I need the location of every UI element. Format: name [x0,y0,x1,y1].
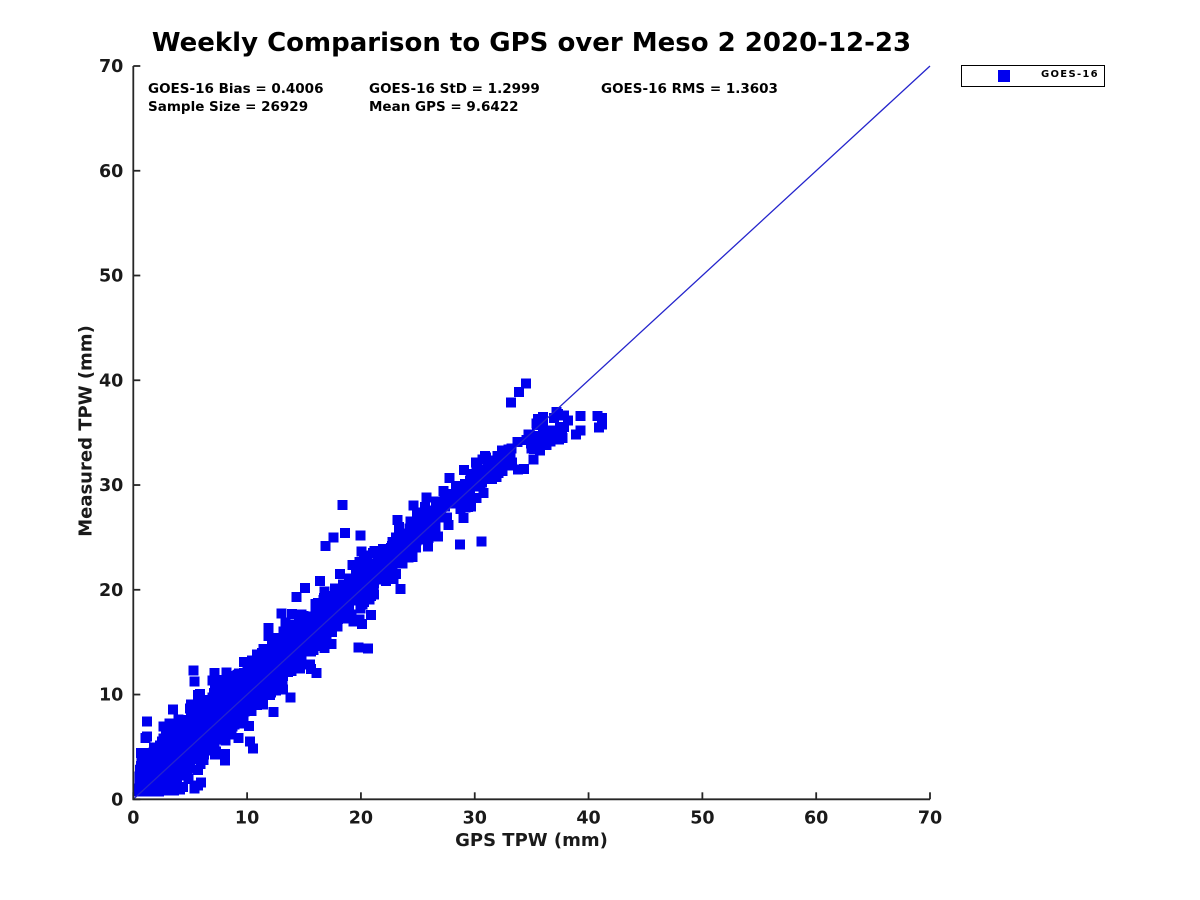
x-tick-labels: 0 10 20 30 40 50 60 70 [127,808,942,828]
legend-label: GOES-16 [1041,69,1099,80]
svg-text:30: 30 [99,476,123,496]
svg-text:50: 50 [690,808,714,828]
y-axis-label: Measured TPW (mm) [75,325,97,537]
svg-text:60: 60 [804,808,828,828]
x-axis-label: GPS TPW (mm) [455,830,608,851]
legend: GOES-16 [961,65,1105,87]
svg-text:0: 0 [111,790,123,810]
chart-title: Weekly Comparison to GPS over Meso 2 202… [151,28,912,58]
x-axis-ticks [132,792,931,800]
svg-text:20: 20 [349,808,373,828]
stat-sample-size: Sample Size = 26929 [148,99,309,115]
svg-text:0: 0 [127,808,139,828]
svg-text:70: 70 [99,57,123,77]
svg-text:40: 40 [99,371,123,391]
stat-rms: GOES-16 RMS = 1.3603 [601,81,778,97]
svg-text:20: 20 [99,581,123,601]
stat-mean-gps: Mean GPS = 9.6422 [369,99,519,115]
svg-text:10: 10 [235,808,259,828]
y-axis-ticks [133,65,141,801]
svg-text:40: 40 [576,808,600,828]
svg-text:10: 10 [99,686,123,706]
identity-line [132,65,931,800]
svg-text:30: 30 [463,808,487,828]
svg-text:60: 60 [99,162,123,182]
svg-text:70: 70 [918,808,942,828]
stat-bias: GOES-16 Bias = 0.4006 [148,81,324,97]
legend-marker-square-icon [998,70,1010,82]
y-tick-labels: 0 10 20 30 40 50 60 70 [99,57,123,810]
stat-std: GOES-16 StD = 1.2999 [369,81,540,97]
svg-text:50: 50 [99,267,123,287]
